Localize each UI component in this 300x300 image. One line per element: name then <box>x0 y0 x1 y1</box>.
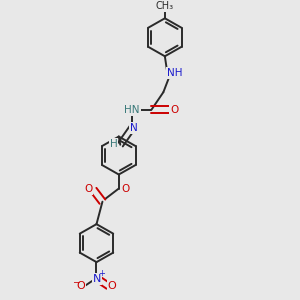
Text: O: O <box>121 184 130 194</box>
Text: O: O <box>77 281 85 291</box>
Text: CH₃: CH₃ <box>156 1 174 11</box>
Text: HN: HN <box>124 105 140 115</box>
Text: O: O <box>84 184 92 194</box>
Text: +: + <box>98 269 105 278</box>
Text: O: O <box>108 281 116 291</box>
Text: H: H <box>110 139 118 148</box>
Text: NH: NH <box>167 68 182 78</box>
Text: −: − <box>72 277 80 286</box>
Text: N: N <box>130 123 137 133</box>
Text: O: O <box>170 105 178 115</box>
Text: N: N <box>93 274 102 284</box>
